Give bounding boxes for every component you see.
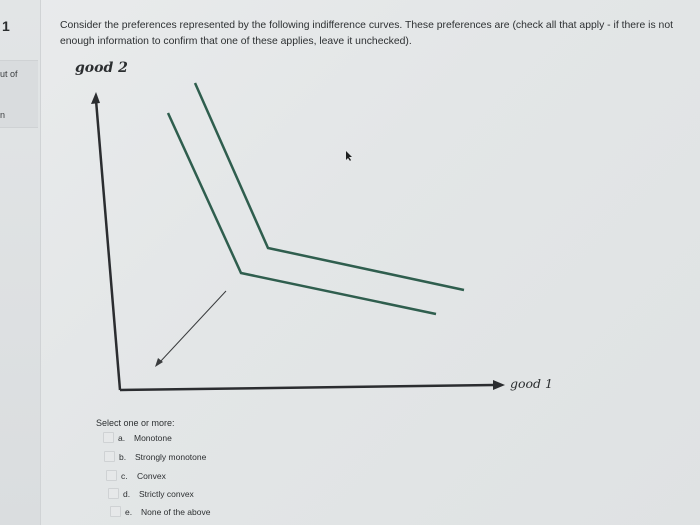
- option-letter: e.: [125, 506, 133, 517]
- y-axis-arrowhead: [91, 92, 100, 104]
- option-monotone[interactable]: a. Monotone: [103, 432, 172, 443]
- question-info-sidebar: 1 ut of n: [0, 0, 41, 525]
- option-strongly-monotone[interactable]: b. Strongly monotone: [104, 451, 206, 462]
- option-label: Strictly convex: [139, 488, 194, 499]
- option-label: Convex: [137, 470, 166, 481]
- option-label: Monotone: [134, 432, 172, 443]
- option-letter: b.: [119, 451, 127, 462]
- option-convex[interactable]: c. Convex: [106, 470, 166, 481]
- y-axis-label: good 2: [75, 60, 128, 76]
- flag-question-link[interactable]: n: [0, 110, 6, 120]
- x-axis: [119, 383, 495, 392]
- question-number: 1: [2, 18, 10, 34]
- option-letter: c.: [121, 470, 128, 481]
- preference-direction-arrow: [159, 290, 227, 363]
- x-axis-arrowhead: [493, 380, 505, 390]
- x-axis-label: good 1: [510, 376, 553, 391]
- option-label: None of the above: [141, 506, 211, 517]
- points-label: ut of: [0, 69, 18, 79]
- question-status-box: [0, 60, 38, 128]
- option-letter: d.: [123, 488, 131, 499]
- mouse-cursor-icon: [346, 151, 352, 161]
- select-prompt: Select one or more:: [96, 418, 175, 428]
- option-strictly-convex[interactable]: d. Strictly convex: [108, 488, 194, 499]
- preference-arrowhead: [155, 358, 163, 367]
- checkbox[interactable]: [108, 488, 119, 499]
- y-axis: [94, 99, 122, 391]
- option-label: Strongly monotone: [135, 451, 207, 462]
- question-text: Consider the preferences represented by …: [60, 20, 673, 47]
- checkbox[interactable]: [110, 506, 121, 517]
- indifference-curve-lower: [166, 112, 437, 316]
- option-none-of-the-above[interactable]: e. None of the above: [110, 506, 210, 517]
- option-letter: a.: [118, 432, 126, 443]
- checkbox[interactable]: [106, 470, 117, 481]
- checkbox[interactable]: [104, 451, 115, 462]
- indifference-curve-upper: [193, 82, 465, 292]
- checkbox[interactable]: [103, 432, 114, 443]
